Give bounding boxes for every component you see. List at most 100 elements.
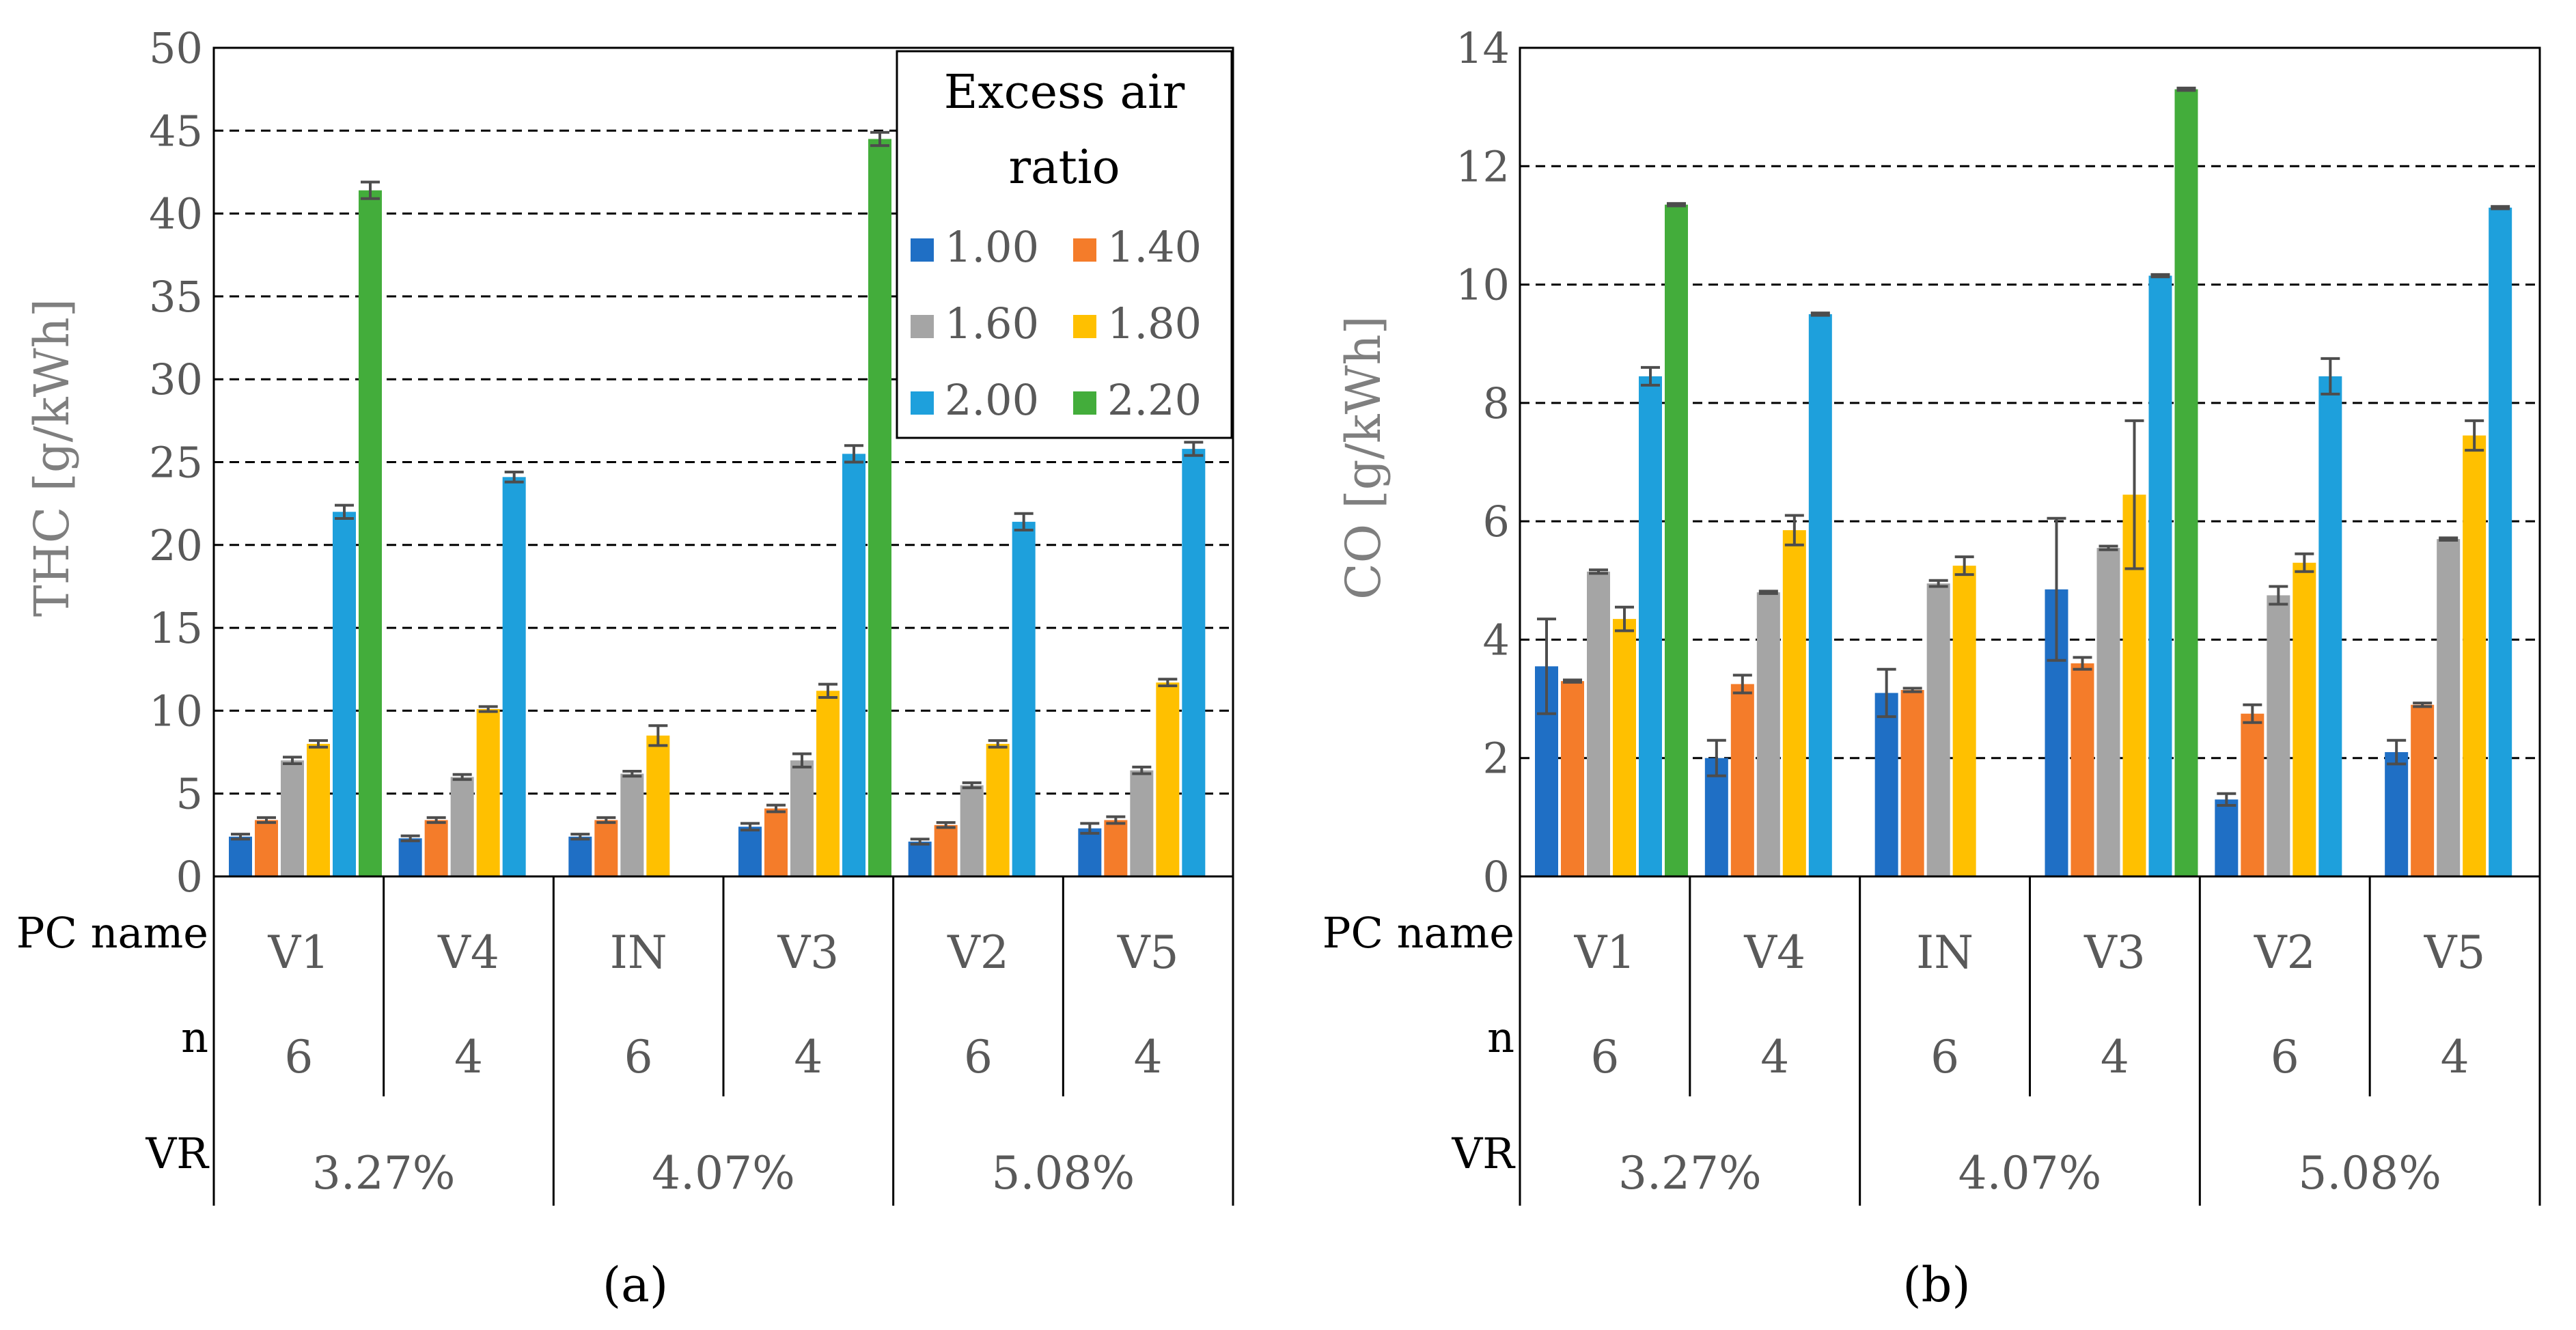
y-tick-label: 5 [176,769,203,819]
category-label: V3 [2083,926,2146,979]
y-tick-label: 10 [1456,260,1510,310]
n-value: 6 [2271,1031,2299,1083]
bar [2096,548,2120,876]
bars [1535,86,2512,877]
error-bar [2099,544,2118,551]
bar [1665,204,1688,876]
bar [2411,704,2435,876]
bar [908,842,932,876]
bar [2318,376,2342,876]
legend-label: 2.20 [1107,375,1202,425]
error-bar [2176,86,2196,92]
n-value: 4 [2101,1031,2129,1083]
bar [1704,758,1728,876]
vr-row-label: VR [146,1128,210,1178]
bar [868,139,891,877]
bar [2437,539,2461,876]
bar [764,808,788,876]
y-tick-label: 10 [149,686,203,736]
bar [1808,314,1832,877]
category-table: PC name n VR V1 V4 IN V3 V2 V5 6 4 6 4 6 4 3.27% 4.07% 5.… [16,876,1234,1206]
bar [1613,619,1636,876]
error-bar [2243,703,2262,724]
n-value: 6 [964,1031,993,1083]
legend-swatch [911,391,934,415]
error-bar [1589,568,1608,575]
error-bar [792,752,812,768]
n-value: 6 [1590,1031,1619,1083]
bar [2241,713,2265,876]
legend-item: 1.80 [1073,299,1202,348]
y-tick-labels: 0 2 4 6 8 10 12 14 [1456,23,1510,902]
error-bar [2491,205,2510,210]
category-label: V3 [777,926,840,979]
error-bar [766,803,786,814]
error-bar [1014,512,1034,531]
bar [1756,592,1780,876]
bar [594,820,618,876]
legend-item: 1.40 [1073,222,1202,272]
category-label: V5 [2424,926,2486,979]
n-value: 4 [2441,1031,2469,1083]
panel-a-thc: 0 5 10 15 20 25 30 35 40 45 50 THC [g/kWh] PC name… [16,23,1234,1313]
error-bar [1563,678,1582,684]
bar [1561,681,1584,876]
bar [1078,828,1102,876]
error-bar [283,756,302,766]
error-bar [622,769,642,778]
y-tick-label: 35 [149,272,203,322]
error-bar [1902,687,1922,693]
bar [1156,682,1180,876]
y-tick-label: 8 [1483,378,1510,428]
bar [986,743,1010,876]
bar [359,190,382,876]
error-bar [1158,678,1178,688]
error-bar [2465,419,2484,452]
error-bar [740,822,760,832]
bar [1900,690,1924,876]
y-tick-label: 6 [1483,497,1510,546]
legend-label: 1.40 [1107,222,1202,272]
error-bar [2217,792,2236,807]
bar [424,820,448,876]
n-value: 4 [1134,1031,1163,1083]
vr-row-label: VR [1452,1128,1516,1178]
error-bar [1706,738,1726,777]
bar [229,836,252,876]
n-value: 6 [624,1031,653,1083]
n-row-label: n [1487,1012,1514,1062]
bar [1730,684,1754,876]
y-tick-label: 15 [149,603,203,653]
category-label: V2 [947,926,1009,979]
error-bar [1132,765,1152,775]
y-tick-label: 50 [149,23,203,73]
category-label: V2 [2254,926,2316,979]
error-bar [2124,419,2144,570]
error-bar [257,816,276,825]
vr-value: 5.08% [2298,1147,2441,1200]
grid-lines [1520,165,2540,760]
bar [1952,566,1976,876]
bar [646,735,670,876]
bar [307,743,330,876]
error-bar [361,180,380,200]
bar [816,691,840,876]
error-bar [504,471,524,484]
category-label: IN [1916,926,1973,979]
category-label: V1 [1574,926,1636,979]
category-label: V1 [268,926,330,979]
error-bar [936,821,956,829]
error-bar [1641,365,1660,387]
bar [333,512,356,876]
y-tick-label: 45 [149,106,203,156]
bar [1874,693,1898,876]
legend-label: 1.00 [945,222,1039,272]
error-bar [2413,702,2433,708]
bar [1012,521,1036,876]
error-bar [2387,738,2407,766]
n-row-label: n [181,1012,208,1062]
bar [1926,583,1950,876]
y-tick-labels: 0 5 10 15 20 25 30 35 40 45 50 [149,23,203,902]
